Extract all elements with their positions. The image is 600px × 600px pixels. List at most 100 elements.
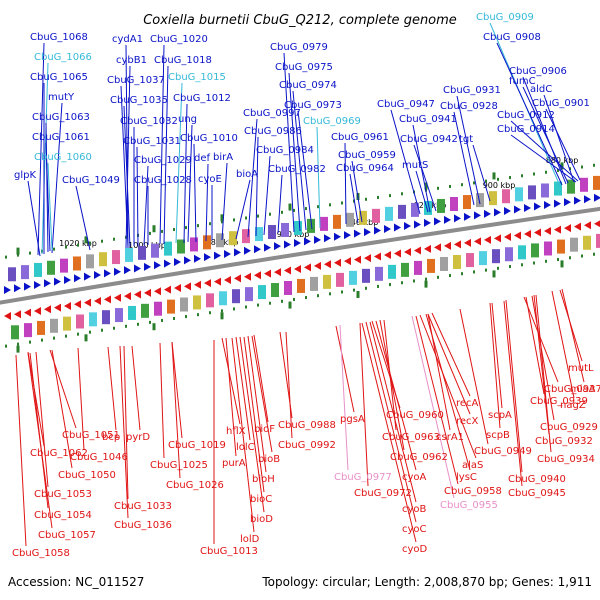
forward-gene-label[interactable]: CbuG_1063	[32, 112, 90, 123]
forward-gene-label[interactable]: CbuG_0908	[483, 32, 541, 43]
forward-gene-label[interactable]: CbuG_0982	[268, 164, 326, 175]
forward-gene-label[interactable]: ung	[178, 114, 197, 125]
reverse-gene-label[interactable]: CbuG_1062	[30, 448, 88, 459]
reverse-gene-label[interactable]: CbuG_1050	[58, 470, 116, 481]
forward-gene-label[interactable]: bioA	[236, 169, 258, 180]
forward-gene-label[interactable]: CbuG_1065	[30, 72, 88, 83]
forward-gene-label[interactable]: CbuG_0964	[336, 163, 394, 174]
reverse-gene-label[interactable]: CbuG_1053	[34, 489, 92, 500]
reverse-gene-label[interactable]: CbuG_0934	[537, 454, 595, 465]
forward-gene-label[interactable]: cyoE	[198, 174, 222, 185]
forward-gene-label[interactable]: cybB1	[116, 55, 147, 66]
reverse-gene-label[interactable]: lysC	[456, 472, 477, 483]
forward-gene-label[interactable]: CbuG_0912	[497, 110, 555, 121]
reverse-gene-label[interactable]: bioD	[250, 514, 273, 525]
forward-gene-label[interactable]: CbuG_0961	[331, 132, 389, 143]
forward-gene-label[interactable]: CbuG_0959	[338, 150, 396, 161]
forward-gene-label[interactable]: mutS	[402, 160, 428, 171]
reverse-gene-label[interactable]: CbuG_0945	[508, 488, 566, 499]
forward-gene-label[interactable]: CbuG_1032	[120, 116, 178, 127]
forward-gene-label[interactable]: glpK	[14, 170, 36, 181]
reverse-gene-label[interactable]: CbuG_0963	[382, 432, 440, 443]
reverse-gene-label[interactable]: CbuG_1019	[168, 440, 226, 451]
reverse-gene-label[interactable]: cyoA	[402, 472, 427, 483]
reverse-gene-label[interactable]: CbuG_0977	[334, 472, 392, 483]
forward-gene-label[interactable]: CbuG_0941	[399, 114, 457, 125]
reverse-gene-label[interactable]: bioF	[254, 424, 275, 435]
forward-gene-label[interactable]: CbuG_0984	[256, 145, 314, 156]
forward-gene-label[interactable]: CbuG_0942	[400, 134, 458, 145]
reverse-gene-label[interactable]: CbuG_1025	[150, 460, 208, 471]
forward-gene-label[interactable]: CbuG_0979	[270, 42, 328, 53]
forward-gene-label[interactable]: CbuG_0901	[532, 98, 590, 109]
forward-gene-label[interactable]: CbuG_0947	[377, 99, 435, 110]
reverse-gene-label[interactable]: CbuG_0932	[535, 436, 593, 447]
reverse-gene-label[interactable]: pyrD	[126, 432, 150, 443]
forward-gene-label[interactable]: CbuG_0931	[443, 85, 501, 96]
reverse-gene-label[interactable]: recA	[456, 398, 479, 409]
reverse-gene-label[interactable]: alaS	[462, 460, 483, 471]
reverse-gene-label[interactable]: CbuG_1046	[70, 452, 128, 463]
forward-gene-label[interactable]: CbuG_1020	[150, 34, 208, 45]
forward-gene-label[interactable]: CbuG_0986	[244, 126, 302, 137]
reverse-gene-label[interactable]: CbuG_1013	[200, 546, 258, 557]
reverse-gene-label[interactable]: miaA	[570, 384, 596, 395]
reverse-gene-label[interactable]: cyoC	[402, 524, 427, 535]
reverse-gene-label[interactable]: CbuG_0937	[544, 384, 600, 395]
forward-gene-label[interactable]: CbuG_1010	[180, 133, 238, 144]
reverse-gene-label[interactable]: bcp	[102, 432, 120, 443]
forward-gene-label[interactable]: CbuG_1028	[134, 175, 192, 186]
reverse-gene-label[interactable]: CbuG_0992	[278, 440, 336, 451]
reverse-gene-label[interactable]: cyoB	[402, 504, 427, 515]
reverse-gene-label[interactable]: purA	[222, 458, 246, 469]
forward-gene-label[interactable]: CbuG_0909	[476, 12, 534, 23]
forward-gene-label[interactable]: CbuG_0914	[497, 124, 555, 135]
forward-gene-label[interactable]: CbuG_0969	[303, 116, 361, 127]
forward-gene-label[interactable]: CbuG_0975	[275, 62, 333, 73]
reverse-gene-label[interactable]: CbuG_1036	[114, 520, 172, 531]
reverse-gene-label[interactable]: lolD	[240, 534, 260, 545]
forward-gene-label[interactable]: CbuG_1031	[123, 136, 181, 147]
forward-gene-label[interactable]: CbuG_0973	[284, 100, 342, 111]
forward-gene-label[interactable]: CbuG_0928	[440, 101, 498, 112]
forward-gene-label[interactable]: mutY	[48, 92, 75, 103]
reverse-gene-label[interactable]: CbuG_1033	[114, 501, 172, 512]
reverse-gene-label[interactable]: CbuG_0962	[390, 452, 448, 463]
reverse-gene-label[interactable]: CbuG_1054	[34, 510, 92, 521]
forward-gene-label[interactable]: CbuG_1035	[110, 95, 168, 106]
reverse-gene-label[interactable]: CbuG_0955	[440, 500, 498, 511]
forward-gene-label[interactable]: CbuG_1060	[34, 152, 92, 163]
reverse-gene-label[interactable]: CbuG_0960	[386, 410, 444, 421]
reverse-gene-label[interactable]: nagZ	[560, 400, 586, 411]
reverse-gene-label[interactable]: CbuG_1057	[38, 530, 96, 541]
forward-gene-label[interactable]: CbuG_0906	[509, 66, 567, 77]
forward-gene-label[interactable]: cydA1	[112, 34, 143, 45]
reverse-gene-label[interactable]: bioB	[258, 454, 280, 465]
forward-gene-label[interactable]: CbuG_1037	[107, 75, 165, 86]
forward-gene-label[interactable]: CbuG_0997	[243, 108, 301, 119]
reverse-gene-label[interactable]: CbuG_1026	[166, 480, 224, 491]
reverse-gene-label[interactable]: CbuG_0939	[530, 396, 588, 407]
forward-gene-label[interactable]: CbuG_1068	[30, 32, 88, 43]
forward-gene-label[interactable]: CbuG_1012	[173, 93, 231, 104]
forward-gene-label[interactable]: tgt	[459, 134, 473, 145]
reverse-gene-label[interactable]: scpA	[488, 410, 512, 421]
forward-gene-label[interactable]: CbuG_1061	[32, 132, 90, 143]
forward-gene-label[interactable]: aldC	[530, 84, 552, 95]
forward-gene-label[interactable]: fumC	[509, 76, 536, 87]
reverse-gene-label[interactable]: csrA1	[436, 432, 464, 443]
reverse-gene-label[interactable]: CbuG_0958	[444, 486, 502, 497]
forward-gene-label[interactable]: def	[194, 153, 211, 164]
reverse-gene-label[interactable]: cyoD	[402, 544, 428, 555]
forward-gene-label[interactable]: CbuG_1018	[154, 55, 212, 66]
reverse-gene-label[interactable]: CbuG_0972	[354, 488, 412, 499]
reverse-gene-label[interactable]: lolC	[236, 442, 255, 453]
reverse-gene-label[interactable]: CbuG_0929	[540, 422, 598, 433]
forward-gene-label[interactable]: CbuG_1015	[168, 72, 226, 83]
forward-gene-label[interactable]: CbuG_1029	[134, 155, 192, 166]
reverse-gene-label[interactable]: pgsA	[340, 414, 365, 425]
reverse-gene-label[interactable]: CbuG_0940	[508, 474, 566, 485]
reverse-gene-label[interactable]: CbuG_0949	[474, 446, 532, 457]
forward-gene-label[interactable]: birA	[213, 152, 233, 163]
reverse-gene-label[interactable]: bioH	[252, 474, 275, 485]
